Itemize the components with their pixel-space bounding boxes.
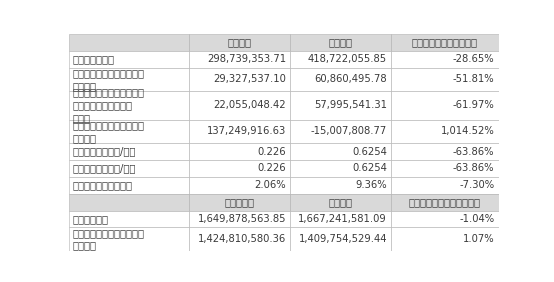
Text: 0.6254: 0.6254 [352,164,387,173]
Bar [189,211,290,227]
Bar [290,143,391,160]
Bar [69,120,189,143]
Bar [69,177,189,194]
Bar [391,143,499,160]
Bar [391,211,499,227]
Text: 29,327,537.10: 29,327,537.10 [213,74,286,84]
Text: 营业收入（元）: 营业收入（元） [73,54,115,64]
Text: 本报告期: 本报告期 [228,37,252,47]
Text: 0.226: 0.226 [258,164,286,173]
Text: 60,860,495.78: 60,860,495.78 [314,74,387,84]
Bar [189,194,290,211]
Text: 基本每股收益（元/股）: 基本每股收益（元/股） [73,147,136,157]
Bar [290,91,391,120]
Bar [290,211,391,227]
Text: 1.07%: 1.07% [463,234,494,244]
Bar [189,91,290,120]
Text: 经营活动产生的现金流量净
额（元）: 经营活动产生的现金流量净 额（元） [73,120,145,143]
Bar [290,227,391,251]
Bar [189,120,290,143]
Bar [69,194,189,211]
Text: 归属于上市公司股东的净利
润（元）: 归属于上市公司股东的净利 润（元） [73,68,145,91]
Text: -1.04%: -1.04% [459,214,494,224]
Text: 1,649,878,563.85: 1,649,878,563.85 [198,214,286,224]
Text: -28.65%: -28.65% [453,54,494,64]
Text: 本报告期末比上年度末增减: 本报告期末比上年度末增减 [409,197,481,207]
Bar [69,160,189,177]
Text: 加权平均净资产收益率: 加权平均净资产收益率 [73,180,133,190]
Bar [290,34,391,51]
Bar [290,120,391,143]
Bar [189,160,290,177]
Text: 上年同期: 上年同期 [329,37,353,47]
Text: -63.86%: -63.86% [453,164,494,173]
Text: 1,424,810,580.36: 1,424,810,580.36 [198,234,286,244]
Text: 137,249,916.63: 137,249,916.63 [207,126,286,136]
Bar [391,194,499,211]
Text: 0.6254: 0.6254 [352,147,387,157]
Text: 1,014.52%: 1,014.52% [440,126,494,136]
Bar [290,68,391,91]
Bar [189,34,290,51]
Bar [391,120,499,143]
Bar [69,68,189,91]
Bar [189,227,290,251]
Bar [391,34,499,51]
Bar [189,177,290,194]
Text: 1,409,754,529.44: 1,409,754,529.44 [299,234,387,244]
Text: 归属于上市公司股东的净资
产（元）: 归属于上市公司股东的净资 产（元） [73,228,145,251]
Bar [391,91,499,120]
Text: 总资产（元）: 总资产（元） [73,214,109,224]
Text: -63.86%: -63.86% [453,147,494,157]
Text: 稀释每股收益（元/股）: 稀释每股收益（元/股） [73,164,136,173]
Text: 2.06%: 2.06% [254,180,286,190]
Bar [189,68,290,91]
Text: 57,995,541.31: 57,995,541.31 [314,100,387,110]
Bar [391,160,499,177]
Bar [391,68,499,91]
Bar [189,143,290,160]
Bar [69,227,189,251]
Bar [290,194,391,211]
Text: 0.226: 0.226 [258,147,286,157]
Text: 298,739,353.71: 298,739,353.71 [207,54,286,64]
Text: 归属于上市公司股东的扣除
非经常性损益的净利润
（元）: 归属于上市公司股东的扣除 非经常性损益的净利润 （元） [73,87,145,123]
Bar [290,177,391,194]
Text: 本报告期末: 本报告期末 [225,197,255,207]
Text: 9.36%: 9.36% [355,180,387,190]
Bar [290,160,391,177]
Bar [69,34,189,51]
Bar [69,211,189,227]
Bar [69,91,189,120]
Text: 本报告期比上年同期增减: 本报告期比上年同期增减 [412,37,478,47]
Bar [69,51,189,68]
Text: -15,007,808.77: -15,007,808.77 [311,126,387,136]
Text: 22,055,048.42: 22,055,048.42 [213,100,286,110]
Text: 上年度末: 上年度末 [329,197,353,207]
Bar [391,51,499,68]
Bar [290,51,391,68]
Text: 1,667,241,581.09: 1,667,241,581.09 [298,214,387,224]
Text: -7.30%: -7.30% [459,180,494,190]
Text: -61.97%: -61.97% [453,100,494,110]
Bar [391,177,499,194]
Bar [189,51,290,68]
Text: 418,722,055.85: 418,722,055.85 [308,54,387,64]
Text: -51.81%: -51.81% [453,74,494,84]
Bar [391,227,499,251]
Bar [69,143,189,160]
